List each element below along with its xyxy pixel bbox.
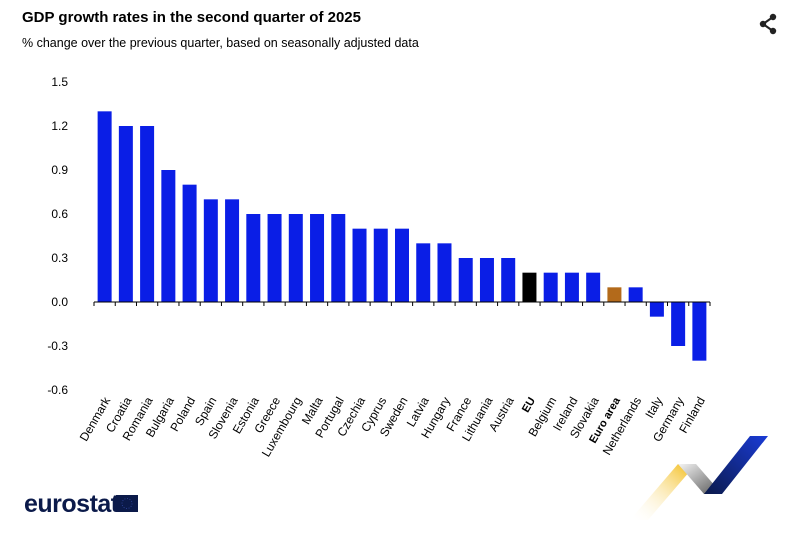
bar[interactable] <box>352 228 367 302</box>
bar[interactable] <box>140 126 155 302</box>
bar[interactable] <box>395 228 409 302</box>
x-tick-label: EU <box>520 395 538 414</box>
eu-flag-icon <box>116 495 138 512</box>
bar[interactable] <box>225 199 240 302</box>
y-tick-label: 1.2 <box>51 119 68 133</box>
y-tick-label: -0.3 <box>47 339 68 353</box>
y-tick-label: 0.6 <box>51 207 68 221</box>
bar[interactable] <box>161 170 176 302</box>
bar[interactable] <box>416 243 431 302</box>
eurostat-logo: eurostat <box>24 490 119 518</box>
y-tick-label: -0.6 <box>47 383 68 397</box>
bar[interactable] <box>267 214 282 302</box>
y-tick-label: 0.0 <box>51 295 68 309</box>
bar[interactable] <box>331 214 346 302</box>
bar[interactable] <box>182 184 197 302</box>
y-tick-label: 1.5 <box>51 75 68 89</box>
bar[interactable] <box>671 302 686 346</box>
bar[interactable] <box>479 258 494 302</box>
bar[interactable] <box>310 214 325 302</box>
chart-title: GDP growth rates in the second quarter o… <box>22 9 361 26</box>
chart-subtitle: % change over the previous quarter, base… <box>22 36 419 50</box>
bar[interactable] <box>564 272 579 302</box>
bar[interactable] <box>501 258 516 302</box>
bar[interactable] <box>607 287 622 302</box>
bar[interactable] <box>649 302 664 317</box>
bar[interactable] <box>628 287 643 302</box>
bar[interactable] <box>543 272 558 302</box>
decorative-chevron-graphic <box>630 436 768 520</box>
bar[interactable] <box>373 228 388 302</box>
y-tick-label: 0.9 <box>51 163 68 177</box>
bar[interactable] <box>97 111 112 302</box>
bar[interactable] <box>118 126 133 302</box>
bar[interactable] <box>246 214 261 302</box>
bar[interactable] <box>586 272 601 302</box>
bar[interactable] <box>522 272 537 302</box>
bar[interactable] <box>288 214 303 302</box>
share-icon[interactable] <box>756 12 780 36</box>
bar[interactable] <box>437 243 452 302</box>
y-tick-label: 0.3 <box>51 251 68 265</box>
bar[interactable] <box>692 302 707 361</box>
bar[interactable] <box>458 258 473 302</box>
bar[interactable] <box>203 199 218 302</box>
